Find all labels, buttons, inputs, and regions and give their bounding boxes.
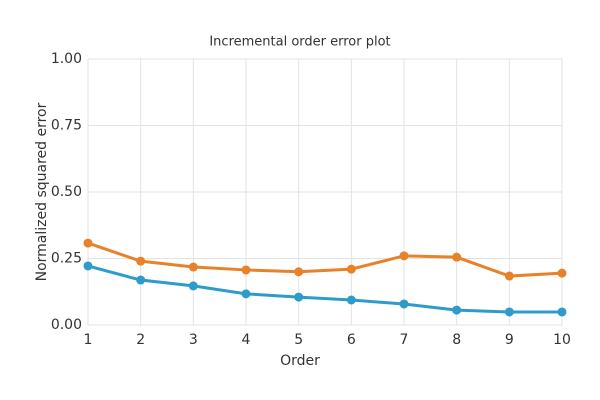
series-line xyxy=(87,264,562,314)
x-tick-label: 2 xyxy=(136,332,145,348)
chart-title: Incremental order error plot xyxy=(209,35,390,50)
data-point xyxy=(399,299,409,309)
x-tick-label: 10 xyxy=(553,332,571,348)
data-point xyxy=(241,265,251,275)
data-point xyxy=(136,275,146,285)
x-tick-label: 1 xyxy=(84,332,93,348)
data-point xyxy=(188,262,198,272)
data-point xyxy=(346,295,356,305)
x-axis-label: Order xyxy=(280,353,320,369)
y-tick-label: 0.50 xyxy=(51,184,82,200)
data-point xyxy=(83,261,93,271)
data-point xyxy=(504,271,514,281)
data-point xyxy=(557,268,567,278)
data-point xyxy=(136,256,146,266)
data-point xyxy=(557,307,567,317)
data-point xyxy=(504,307,514,317)
data-point xyxy=(188,281,198,291)
data-point xyxy=(241,289,251,299)
data-point xyxy=(294,267,304,277)
x-tick-label: 8 xyxy=(452,332,461,348)
data-point xyxy=(83,238,93,248)
data-point xyxy=(294,292,304,302)
data-point xyxy=(452,252,462,262)
y-tick-label: 0.75 xyxy=(51,118,82,134)
y-tick-label: 0.00 xyxy=(51,317,82,333)
x-tick-label: 6 xyxy=(347,332,356,348)
x-tick-label: 4 xyxy=(242,332,251,348)
y-axis-label: Normalized squared error xyxy=(34,102,50,281)
x-tick-label: 9 xyxy=(505,332,514,348)
y-tick-label: 0.25 xyxy=(51,251,82,267)
data-point xyxy=(452,305,462,315)
series-line xyxy=(87,241,563,278)
x-tick-label: 7 xyxy=(400,332,409,348)
data-point xyxy=(346,264,356,274)
x-tick-label: 5 xyxy=(294,332,303,348)
y-tick-label: 1.00 xyxy=(51,51,82,67)
x-tick-label: 3 xyxy=(189,332,198,348)
data-point xyxy=(399,251,409,261)
